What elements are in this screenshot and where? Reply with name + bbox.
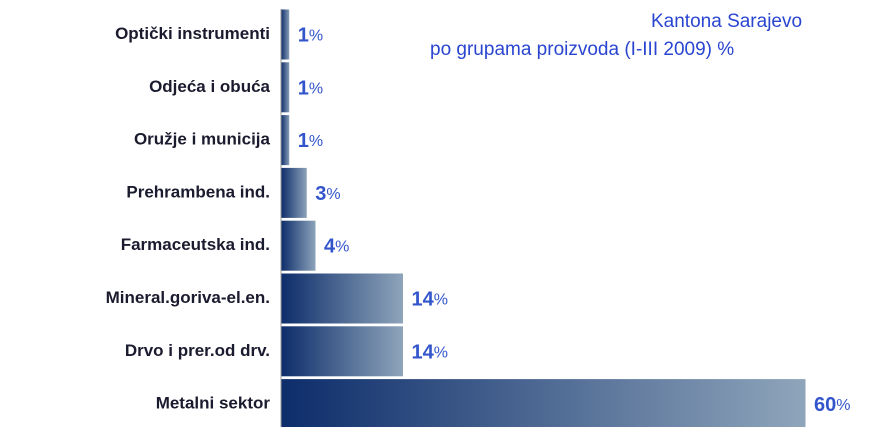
bar <box>280 272 404 325</box>
bar <box>280 8 291 61</box>
value-label: 4% <box>324 236 349 258</box>
chart-subtitle: po grupama proizvoda (I-III 2009) % <box>430 39 734 60</box>
value-label: 1% <box>298 130 323 152</box>
category-label: Metalni sektor <box>156 394 271 413</box>
value-label: 1% <box>298 78 323 100</box>
category-label: Oružje i municija <box>134 130 271 149</box>
category-label: Drvo i prer.od drv. <box>125 341 270 360</box>
value-label: 14% <box>412 289 448 311</box>
value-label: 14% <box>412 342 448 364</box>
category-label: Prehrambena ind. <box>126 182 270 201</box>
value-label: 1% <box>298 25 323 47</box>
chart-title: Kantona Sarajevo <box>651 11 802 32</box>
bar <box>280 114 291 167</box>
value-label: 60% <box>814 394 850 416</box>
category-label: Odjeća i obuća <box>149 77 270 96</box>
bar <box>280 61 291 114</box>
category-label: Optički instrumenti <box>115 24 270 43</box>
bar <box>280 166 308 219</box>
bar <box>280 378 807 427</box>
bar <box>280 325 404 378</box>
category-label: Mineral.goriva-el.en. <box>106 288 270 307</box>
category-label: Farmaceutska ind. <box>121 235 270 254</box>
value-label: 3% <box>315 183 340 205</box>
bar <box>280 219 317 272</box>
